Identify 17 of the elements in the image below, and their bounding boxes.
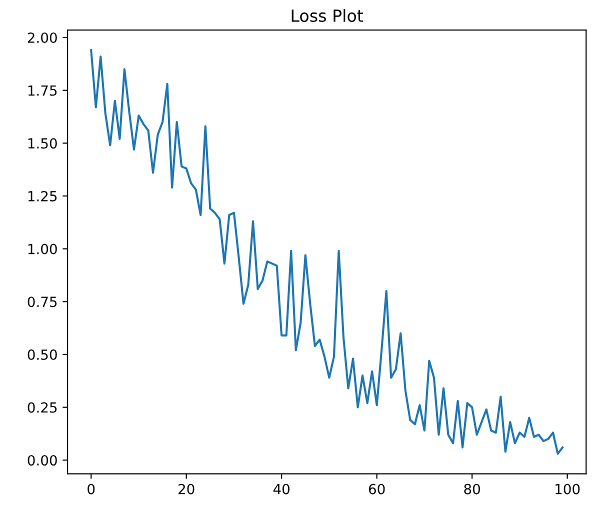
y-tick-label: 0.50 xyxy=(28,349,57,360)
y-tick-label: 1.50 xyxy=(28,138,57,149)
x-tick-label: 80 xyxy=(464,484,480,494)
y-tick-label: 2.00 xyxy=(28,32,57,43)
chart-title: Loss Plot xyxy=(292,9,364,22)
y-tick-label: 1.75 xyxy=(28,85,57,96)
x-tick-label: 40 xyxy=(273,484,290,494)
line-series xyxy=(90,49,564,455)
y-tick-label: 0.00 xyxy=(28,455,57,466)
x-tick-label: 0 xyxy=(88,484,95,494)
y-tick-label: 1.00 xyxy=(28,244,57,254)
y-tick-label: 1.25 xyxy=(28,190,57,202)
x-tick-label: 20 xyxy=(178,484,194,494)
y-tick-label: 0.75 xyxy=(28,296,57,308)
x-tick-label: 100 xyxy=(556,484,580,494)
x-tick-label: 60 xyxy=(368,484,385,494)
y-tick-label: 0.25 xyxy=(28,402,57,413)
